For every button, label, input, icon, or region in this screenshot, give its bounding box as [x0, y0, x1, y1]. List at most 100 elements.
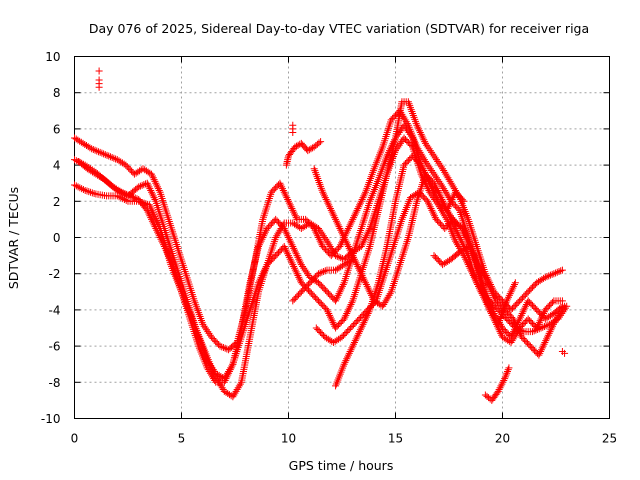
data-point	[222, 375, 230, 383]
data-point	[290, 264, 298, 272]
data-point	[327, 315, 335, 323]
y-tick-label: -10	[41, 412, 61, 426]
data-point	[536, 349, 544, 357]
data-point	[425, 201, 433, 209]
data-point	[324, 239, 332, 247]
data-point	[324, 289, 332, 297]
data-point	[494, 387, 502, 395]
data-point	[258, 272, 266, 280]
data-point	[434, 256, 442, 264]
data-point	[296, 140, 304, 148]
data-point	[147, 186, 155, 194]
data-point	[220, 378, 228, 386]
data-point	[317, 300, 325, 308]
data-point	[341, 330, 349, 338]
data-point	[496, 328, 504, 336]
data-point	[401, 160, 409, 168]
data-point	[312, 294, 320, 302]
data-point	[507, 338, 515, 346]
data-point	[490, 291, 498, 299]
data-point	[447, 197, 455, 205]
data-point	[204, 328, 212, 336]
data-point	[320, 285, 328, 293]
data-point	[346, 302, 354, 310]
data-point	[325, 201, 333, 209]
data-point	[541, 338, 549, 346]
data-point	[276, 247, 284, 255]
data-point	[150, 176, 158, 184]
data-point	[526, 286, 534, 294]
data-point	[292, 250, 300, 258]
data-point	[521, 291, 529, 299]
data-point	[320, 244, 328, 252]
data-point	[404, 138, 412, 146]
data-point	[339, 281, 347, 289]
data-point	[121, 190, 129, 198]
data-point	[287, 257, 295, 265]
y-tick-label: -8	[49, 376, 61, 390]
data-point	[483, 277, 491, 285]
data-point	[285, 253, 293, 261]
data-point	[329, 294, 337, 302]
data-point	[382, 297, 390, 305]
y-tick-label: 10	[45, 50, 60, 64]
data-point	[332, 215, 340, 223]
data-point	[312, 273, 320, 281]
data-point	[83, 187, 91, 195]
data-point	[297, 288, 305, 296]
data-point	[337, 226, 345, 234]
data-point	[503, 301, 511, 309]
data-point	[297, 261, 305, 269]
data-point	[450, 200, 458, 208]
data-point	[411, 155, 419, 163]
data-point	[558, 306, 566, 314]
data-point	[506, 312, 514, 320]
data-point	[509, 315, 517, 323]
data-point	[346, 221, 354, 229]
data-point	[362, 281, 370, 289]
data-point	[307, 145, 315, 153]
data-point	[425, 145, 433, 153]
data-point	[199, 320, 207, 328]
data-point	[340, 234, 348, 241]
data-point	[463, 244, 471, 252]
data-point	[290, 210, 298, 218]
data-point	[352, 318, 360, 326]
data-point	[356, 199, 364, 207]
data-point	[451, 188, 459, 196]
data-point	[409, 152, 417, 160]
data-point	[430, 188, 438, 196]
data-point	[406, 140, 414, 148]
data-point	[120, 195, 128, 203]
data-point	[433, 255, 441, 263]
data-point	[277, 224, 285, 232]
data-point	[270, 253, 278, 261]
data-point	[229, 393, 237, 401]
data-point	[150, 221, 158, 229]
data-point	[281, 244, 289, 252]
data-point	[359, 320, 367, 328]
data-point	[323, 197, 331, 205]
data-point	[131, 194, 139, 202]
data-point	[317, 138, 325, 146]
data-point	[153, 181, 161, 189]
data-point	[360, 275, 368, 283]
data-point	[481, 273, 489, 281]
data-point	[360, 192, 368, 200]
data-point	[558, 348, 566, 356]
data-point	[323, 237, 331, 245]
data-point	[550, 270, 558, 278]
data-point	[296, 275, 304, 283]
data-point	[432, 215, 440, 223]
data-point	[255, 277, 263, 285]
data-point	[540, 340, 548, 348]
data-point	[415, 127, 423, 135]
y-axis-title: SDTVAR / TECUs	[6, 187, 21, 289]
data-point	[429, 208, 437, 216]
data-point	[398, 138, 406, 146]
data-point	[338, 282, 346, 290]
data-point	[504, 330, 512, 338]
data-point	[548, 270, 556, 278]
data-point	[457, 194, 465, 202]
data-point	[475, 284, 483, 292]
